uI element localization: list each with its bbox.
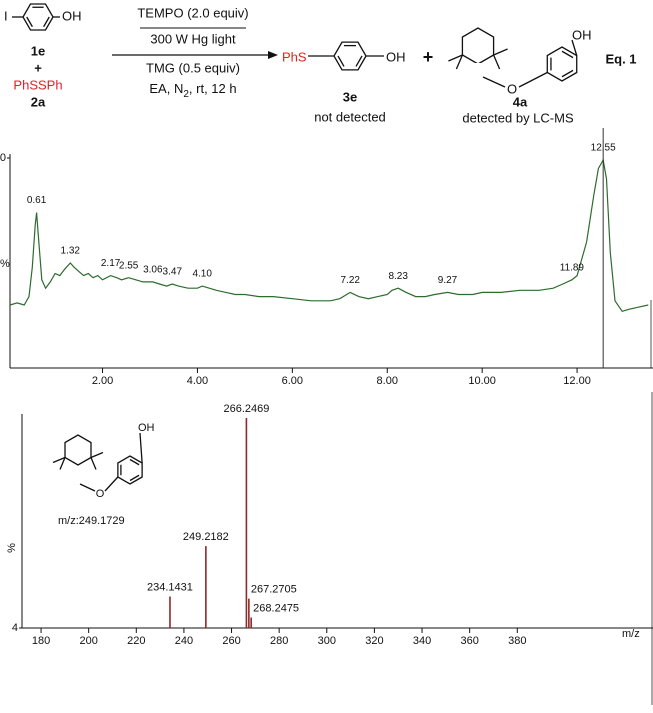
bond [90,451,104,459]
x-tick-label: 300 [318,635,336,647]
arrow-head [268,51,278,59]
oh: OH [386,49,406,64]
y-axis-label: % [0,258,10,270]
atom-mask [68,473,80,487]
condition: EA, N2, rt, 12 h [149,81,236,99]
x-tick-label: 280 [270,635,288,647]
bond [59,457,66,470]
bond [79,483,96,492]
x-tick-label: 6.00 [282,375,303,387]
x-tick-label: 260 [222,635,240,647]
y-tick-label: 4 [12,622,18,634]
bond [90,457,97,470]
x-tick-label: 340 [413,635,431,647]
subscript: 2 [183,89,189,100]
peak-label: 3.47 [163,267,183,278]
bond [493,48,508,56]
bar-label: 234.1431 [147,581,193,593]
x-tick-label: 360 [460,635,478,647]
peak-label: 8.23 [388,271,408,282]
x-tick-label: 380 [508,635,526,647]
ring [461,27,495,65]
peak-label: 2.17 [101,258,121,269]
x-tick-label: 8.00 [377,375,398,387]
x-tick-label: 12.00 [563,375,591,387]
mass-note: m/z:249.1729 [58,515,125,527]
condition: TMG (0.5 equiv) [146,60,240,75]
bar-label: 266.2469 [223,403,269,415]
compound-label: 4a [513,94,528,109]
oh: OH [138,422,155,434]
eq-label: Eq. 1 [605,51,636,66]
peak-label: 4.10 [192,269,212,280]
plus: + [423,47,434,67]
compound-label: 2a [31,94,46,109]
x-tick-label: 240 [175,635,193,647]
x-tick-label: 2.00 [92,375,113,387]
peak-label: 3.06 [143,265,163,276]
double-bond [129,474,140,482]
double-bond [43,16,50,28]
bond [104,476,119,492]
bond [482,76,506,88]
bond [52,456,66,464]
bond [518,71,548,88]
phs: PhS [282,49,307,64]
bond [492,54,501,70]
y-tick-label: 0 [0,152,6,164]
double-bond [26,16,33,28]
double-bond [561,69,574,78]
peak-label: 7.22 [341,275,361,286]
trace [9,158,649,312]
condition-text: , rt, 12 h [189,81,237,96]
bond [455,54,464,70]
bar-label: 267.2705 [251,584,297,596]
ring [546,46,578,82]
atom-mask [471,63,485,79]
x-tick-label: 180 [32,635,50,647]
ring [64,434,92,466]
bond [139,432,143,464]
bond [448,54,463,62]
condition: 300 W Hg light [150,31,236,46]
bar-label: 268.2475 [253,602,299,614]
x-tick-label: 10.00 [468,375,496,387]
atom-o: O [96,488,105,500]
x-tick-label: 220 [127,635,145,647]
compound-label: 3e [343,89,357,104]
double-bond [337,55,345,67]
peak-label: 0.61 [27,195,47,206]
x-axis-label: m/z [622,628,640,640]
atom-o: O [507,81,517,96]
condition-text: EA, N [149,81,183,96]
ring [333,41,367,71]
plus: + [34,60,42,75]
oh: OH [62,8,82,23]
note: detected by LC-MS [462,110,574,125]
note: not detected [314,109,386,124]
double-bond [355,55,363,67]
peak-label: 1.32 [61,246,81,257]
oh: OH [572,27,592,42]
double-bond [561,50,574,59]
x-tick-label: 4.00 [187,375,208,387]
double-bond [129,458,140,466]
y-axis-label: % [6,543,18,553]
peak-label: 9.27 [438,275,458,286]
x-tick-label: 200 [79,635,97,647]
condition: TEMPO (2.0 equiv) [137,5,248,20]
bond [571,39,578,56]
bar-label: 249.2182 [183,531,229,543]
peak-label: 2.55 [119,260,139,271]
x-tick-label: 320 [365,635,383,647]
iodo: I [4,8,8,23]
reagent: PhSSPh [13,77,62,92]
peak-label: 11.89 [560,262,585,273]
compound-label: 1e [31,43,45,58]
